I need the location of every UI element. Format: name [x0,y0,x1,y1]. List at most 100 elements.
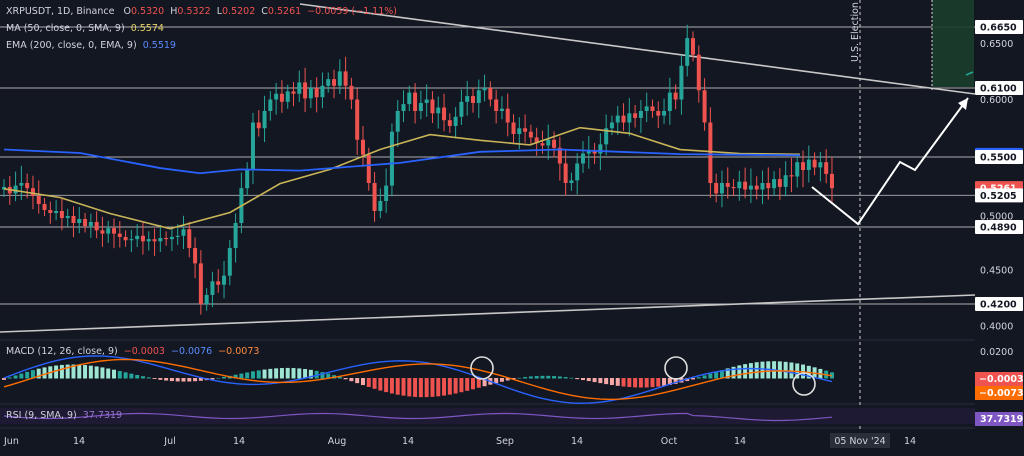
candle [337,59,342,94]
candle-body [586,151,591,154]
crossover-circle [470,356,494,380]
macd-histogram-bar [609,378,614,386]
candle [743,167,748,199]
macd-histogram-bar [146,377,151,379]
macd-histogram-bar [638,378,643,388]
candle [158,225,163,252]
macd-histogram-bar [349,378,354,382]
candle-body [175,235,180,237]
candle [216,269,221,293]
candle [227,240,232,286]
macd-hist-value: −0.0003 [123,346,165,357]
macd-histogram-bar [725,368,730,379]
macd-histogram-bar [279,368,284,379]
candle-body [337,71,342,86]
macd-histogram-bar [540,375,545,379]
ma-legend: MA (50, close, 0, SMA, 9) 0.5574 [6,23,164,35]
candle-body [737,181,742,189]
macd-histogram-bar [169,378,174,382]
macd-histogram-bar [702,375,707,379]
candle [349,77,354,110]
macd-histogram-bar [54,365,59,379]
macd-histogram-bar [291,368,296,379]
macd-histogram-bar [633,378,638,388]
crossover-circle [664,356,688,380]
time-axis: Jun 14 Jul 14 Aug 14 Sep 14 Oct 14 05 Nov '24 14 [3,433,916,448]
candle [88,213,93,238]
candle-body [274,93,279,100]
candle-body [169,236,174,240]
macd-histogram-bar [13,375,18,379]
candle [621,103,626,131]
macd-histogram-bar [511,378,516,380]
macd-histogram-bar [77,364,82,379]
macd-histogram-bar [777,361,782,379]
candle-body [638,111,643,118]
candle-body [459,101,464,117]
macd-histogram-bar [239,373,244,379]
candle-body [650,106,655,111]
candle-body [285,91,290,102]
candle [731,179,736,196]
macd-histogram-bar [123,372,128,379]
macd-histogram-bar [401,378,406,396]
macd-histogram-bar [737,365,742,379]
candle [378,188,383,219]
price-tick-label: 0.6000 [980,95,1013,106]
candle [140,221,145,255]
candle-body [592,151,597,154]
candle [719,170,724,208]
macd-histogram-bar [708,373,713,379]
candle-body [360,139,365,155]
level-pill [975,297,1023,311]
candle-body [824,162,829,174]
macd-histogram-bar [552,376,557,379]
candle [146,231,151,251]
close-value: 0.5261 [267,6,302,17]
candle-body [453,116,458,126]
macd-histogram-bar [100,367,105,379]
candle-body [517,128,522,134]
candle [627,98,632,137]
candle-body [812,159,817,168]
candle-body [71,216,76,223]
candle-body [216,281,221,285]
macd-histogram-bar [465,378,470,391]
macd-histogram-bar [355,378,360,384]
macd-histogram-bar [783,361,788,379]
macd-histogram-bar [30,370,35,379]
macd-histogram-bar [442,378,447,396]
macd-line-value: −0.0076 [170,346,213,357]
candle-body [94,222,99,231]
candle [193,237,198,279]
macd-histogram-bar [262,369,267,379]
macd-histogram-bar [453,378,458,394]
macd-histogram-bar [447,378,452,395]
macd-histogram-bar [250,371,255,379]
candle [482,74,487,102]
candle-body [100,230,105,234]
macd-histogram-bar [563,377,568,379]
candle-body [430,99,435,114]
candle [644,92,649,123]
candle [77,207,82,234]
macd-histogram-bar [395,378,400,395]
macd-histogram-bar [372,378,377,389]
candle [117,221,122,248]
macd-histogram-bar [83,365,88,379]
macd-histogram-bar [94,366,99,379]
candle-body [575,163,580,181]
candle-body [633,113,638,118]
macd-histogram-bar [117,371,122,379]
candle-body [332,79,337,86]
macd-histogram-bar [2,378,6,380]
candle-body [447,120,452,126]
level-pill-label: 0.5205 [980,191,1017,202]
rsi-label: RSI (9, SMA, 9) [6,410,77,421]
macd-histogram-bar [743,364,748,379]
candle [204,288,209,311]
macd-histogram-bar [499,378,504,382]
candle-body [719,183,724,194]
macd-hist-pill [975,372,1023,386]
time-tick-label: 14 [571,436,583,447]
